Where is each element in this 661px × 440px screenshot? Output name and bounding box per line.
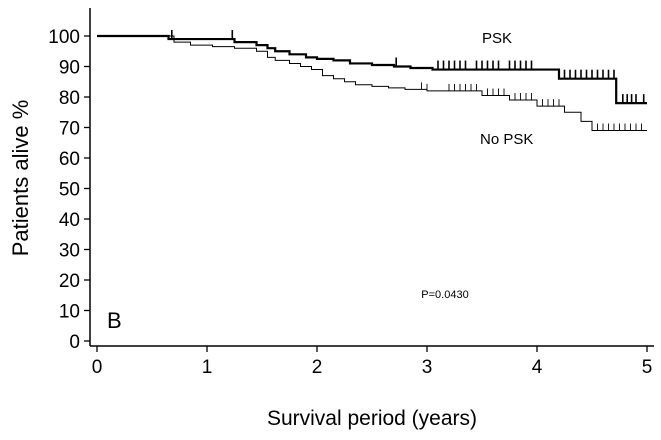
x-tick-label: 5 bbox=[642, 357, 653, 378]
y-tick-label: 100 bbox=[48, 27, 80, 48]
x-tick-label: 4 bbox=[532, 357, 543, 378]
survival-curve-no-psk bbox=[97, 35, 647, 132]
series-label-psk: PSK bbox=[482, 30, 512, 47]
y-tick-label: 10 bbox=[59, 302, 80, 323]
survival-curve-psk bbox=[97, 34, 647, 105]
y-tick-label: 60 bbox=[59, 149, 80, 170]
panel-label: B bbox=[107, 308, 122, 333]
x-axis-label: Survival period (years) bbox=[267, 407, 477, 430]
y-axis-label: Patients alive % bbox=[8, 100, 33, 257]
series-label-no-psk: No PSK bbox=[480, 131, 533, 148]
x-tick-label: 3 bbox=[422, 357, 433, 378]
y-tick-label: 40 bbox=[59, 210, 80, 231]
x-tick-label: 2 bbox=[312, 357, 323, 378]
y-tick-label: 70 bbox=[59, 119, 80, 140]
series-group bbox=[97, 30, 647, 132]
x-tick-label: 0 bbox=[92, 357, 103, 378]
x-axis: 0 1 2 3 4 5 bbox=[90, 345, 654, 378]
y-tick-label: 20 bbox=[59, 271, 80, 292]
y-tick-label: 90 bbox=[59, 58, 80, 79]
p-value-annotation: P=0.0430 bbox=[421, 289, 468, 301]
y-tick-label: 80 bbox=[59, 88, 80, 109]
y-axis: 0 10 20 30 40 50 60 70 80 90 100 bbox=[48, 8, 91, 353]
y-tick-label: 0 bbox=[69, 332, 80, 353]
y-tick-label: 30 bbox=[59, 241, 80, 262]
y-tick-label: 50 bbox=[59, 180, 80, 201]
x-tick-label: 1 bbox=[202, 357, 213, 378]
